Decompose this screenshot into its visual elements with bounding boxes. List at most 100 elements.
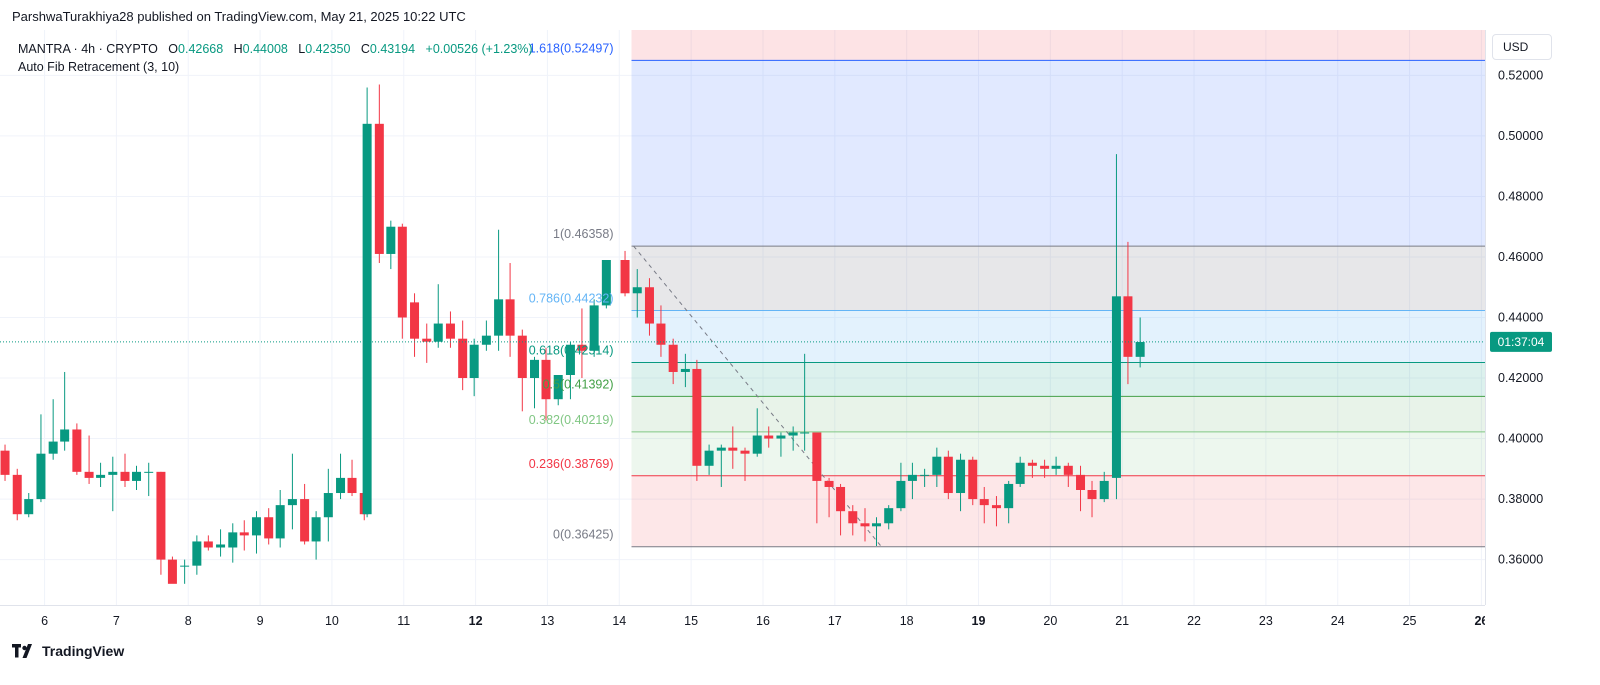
candle-body [620, 260, 630, 294]
candle-body [144, 471, 154, 473]
candle-body [72, 429, 82, 472]
chart-area[interactable]: 1.618(0.52497) 1(0.46358) 0.786(0.44232) 0.… [0, 30, 1485, 605]
price-tick-label: 0.48000 [1498, 189, 1543, 203]
candle-body [251, 517, 261, 536]
candle-body [836, 486, 846, 512]
candle-body [728, 447, 738, 451]
indicator-title[interactable]: Auto Fib Retracement (3, 10) [18, 60, 180, 74]
candle-body [311, 517, 321, 542]
candle-body [860, 523, 870, 527]
price-axis[interactable]: 0.36000 0.38000 0.40000 0.42000 0.44000 0.460… [1485, 30, 1600, 605]
fib-zone-0.5 [631, 396, 1485, 432]
fib-label-0.5: 0.5(0.41392) [543, 377, 614, 391]
candle-body [692, 368, 702, 466]
candle-body [530, 359, 540, 379]
candle-body [668, 344, 678, 372]
candle-body [788, 432, 798, 436]
candle-body [589, 305, 599, 351]
candle-body [397, 226, 407, 318]
candle-body [1087, 490, 1097, 500]
time-tick-label: 19 [972, 614, 986, 628]
candle-body [239, 532, 249, 536]
fib-label-1.618: 1.618(0.52497) [529, 41, 614, 55]
candle-body [203, 541, 213, 548]
time-tick-label: 20 [1043, 614, 1057, 628]
time-tick-label: 25 [1403, 614, 1417, 628]
time-tick-label: 21 [1115, 614, 1129, 628]
candle-body [764, 435, 774, 439]
tradingview-logo[interactable]: TradingView [12, 643, 124, 659]
open-value: 0.42668 [178, 42, 224, 56]
candle-body [84, 471, 94, 478]
fib-label-0.618: 0.618(0.42514) [529, 343, 614, 357]
candle-body [469, 344, 479, 379]
candle-body [943, 456, 953, 494]
time-tick-label: 26 [1474, 614, 1485, 628]
time-axis[interactable]: 6 7 8 9 10 11 12 13 14 15 16 17 18 19 20 21 22 23 24 25 26 [0, 605, 1488, 635]
candle-body [1051, 465, 1061, 469]
candle-body [108, 471, 118, 475]
candle-body [1040, 465, 1050, 469]
price-tick-label: 0.40000 [1498, 432, 1543, 446]
time-tick-label: 18 [900, 614, 914, 628]
candle-body [1076, 474, 1086, 490]
price-tick-label: 0.38000 [1498, 492, 1543, 506]
close-value: 0.43194 [369, 42, 416, 56]
candle-body [458, 338, 468, 379]
candle-body [422, 338, 432, 342]
candle-body [0, 450, 10, 475]
candle-body [275, 505, 285, 539]
candle-body [884, 508, 894, 524]
fib-zone-0.618 [631, 362, 1485, 397]
candle-body [323, 493, 333, 518]
low-key: L [298, 42, 306, 56]
price-tick-label: 0.42000 [1498, 371, 1543, 385]
candle-body [48, 441, 58, 454]
price-tick-label: 0.46000 [1498, 250, 1543, 264]
change-value: +0.00526 (+1.23%) [425, 42, 533, 56]
time-tick-label: 9 [257, 614, 264, 628]
candle-body [445, 323, 455, 339]
candle-body [896, 480, 906, 509]
time-tick-label: 15 [684, 614, 698, 628]
currency-button[interactable]: USD [1492, 34, 1552, 60]
candle-body [920, 474, 930, 476]
candle-body [632, 287, 642, 294]
candle-body [704, 450, 714, 466]
candle-body [132, 471, 142, 481]
price-axis-svg: 0.36000 0.38000 0.40000 0.42000 0.44000 0.460… [1490, 68, 1552, 567]
time-tick-label: 6 [41, 614, 48, 628]
candle-body [871, 523, 881, 527]
candle-body [12, 474, 22, 515]
fib-label-0.382: 0.382(0.40219) [529, 413, 614, 427]
price-tick-layer: 0.36000 0.38000 0.40000 0.42000 0.44000 0.460… [1498, 68, 1543, 566]
fib-label-0.786: 0.786(0.44232) [529, 291, 614, 305]
time-axis-svg: 6 7 8 9 10 11 12 13 14 15 16 17 18 19 20 21 22 23 24 25 26 [41, 614, 1488, 628]
candle-body [287, 499, 297, 506]
published-by-text: ParshwaTurakhiya28 published on TradingV… [12, 9, 466, 24]
top-bar: ParshwaTurakhiya28 published on TradingV… [0, 0, 1600, 30]
candle-body [156, 471, 166, 560]
fib-label-0.236: 0.236(0.38769) [529, 457, 614, 471]
candle-body [553, 375, 563, 400]
candle-body [740, 450, 750, 454]
candle-body [644, 287, 654, 324]
fib-zone-0.236 [631, 475, 1485, 547]
time-tick-label: 22 [1187, 614, 1201, 628]
candle-body [410, 302, 420, 339]
price-tick-label: 0.50000 [1498, 129, 1543, 143]
candle-body [1015, 462, 1025, 484]
high-key: H [233, 42, 243, 56]
time-tick-label: 8 [185, 614, 192, 628]
candle-body [96, 474, 106, 478]
candle-body [991, 505, 1001, 509]
candle-body [848, 511, 858, 524]
tradingview-logo-icon [12, 644, 32, 658]
time-tick-label: 11 [397, 614, 410, 628]
open-key: O [168, 42, 179, 56]
candle-body [336, 477, 346, 494]
candle-body [565, 344, 575, 375]
candlestick-chart[interactable]: 1.618(0.52497) 1(0.46358) 0.786(0.44232) 0.… [0, 30, 1485, 605]
candle-body [812, 432, 822, 481]
ohlc-row: MANTRA · 4h · CRYPTO O0.42668 H0.44008 L… [18, 40, 533, 58]
